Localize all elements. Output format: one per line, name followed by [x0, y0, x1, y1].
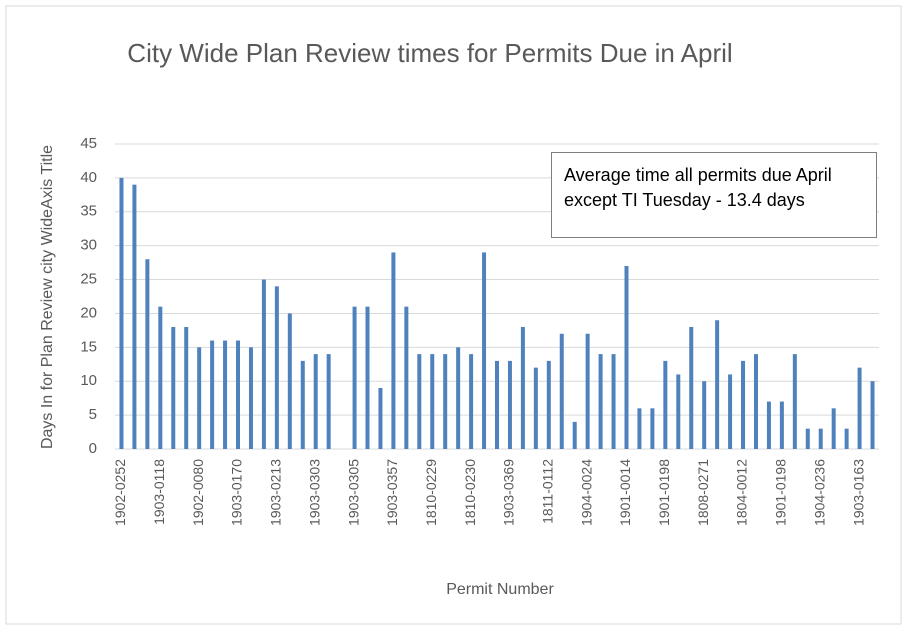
x-tick-label: 1901-0198 [773, 459, 789, 526]
x-tick-label: 1903-0118 [151, 459, 167, 525]
bar [857, 367, 862, 449]
bar [715, 320, 720, 449]
bar [443, 354, 448, 449]
bar [585, 333, 590, 449]
bar [145, 259, 150, 449]
x-tick-label: 1903-0369 [501, 459, 517, 526]
annotation: Average time all permits due April excep… [551, 152, 877, 238]
bar [430, 354, 435, 449]
bar [248, 347, 253, 449]
bar [456, 347, 461, 449]
chart-title: City Wide Plan Review times for Permits … [127, 38, 733, 68]
bar [520, 327, 525, 449]
x-tick-label: 1903-0213 [268, 459, 284, 526]
x-tick-label: 1903-0303 [306, 459, 322, 526]
bar [158, 306, 163, 449]
x-tick-label: 1901-0014 [617, 459, 633, 526]
x-tick-label: 1903-0305 [345, 459, 361, 526]
bar [261, 279, 266, 449]
bar [378, 388, 383, 449]
x-tick-label: 1901-0198 [656, 459, 672, 526]
bar [507, 360, 512, 449]
bar [728, 374, 733, 449]
y-tick-label: 10 [80, 372, 97, 389]
bar [844, 428, 849, 449]
y-tick-label: 35 [80, 203, 97, 220]
bar [805, 428, 810, 449]
bar [689, 327, 694, 449]
bar [404, 306, 409, 449]
bar [197, 347, 202, 449]
bar [326, 354, 331, 449]
bar [663, 360, 668, 449]
bar [676, 374, 681, 449]
bar [391, 252, 396, 449]
bar [611, 354, 616, 449]
bar [417, 354, 422, 449]
x-tick-label: 1810-0230 [462, 459, 478, 526]
bar [598, 354, 603, 449]
bar [469, 354, 474, 449]
x-tick-label: 1808-0271 [695, 459, 711, 526]
bar [119, 177, 124, 449]
bar [352, 306, 357, 449]
bar [184, 327, 189, 449]
bar [624, 266, 629, 449]
bar [650, 408, 655, 449]
bar [132, 184, 137, 449]
bar [171, 327, 176, 449]
y-tick-label: 40 [80, 169, 97, 186]
x-tick-label: 1811-0112 [539, 459, 555, 524]
x-tick-label: 1903-0357 [384, 459, 400, 526]
bar [792, 354, 797, 449]
x-tick-label: 1804-0012 [734, 459, 750, 526]
y-tick-label: 5 [89, 406, 97, 423]
x-tick-label: 1902-0080 [190, 459, 206, 526]
bar [546, 360, 551, 449]
bar [495, 360, 499, 449]
bar [702, 381, 707, 449]
bar [637, 408, 642, 449]
bar [236, 340, 241, 449]
bar [287, 313, 292, 449]
y-axis-title: Days In for Plan Review city WideAxis Ti… [39, 145, 56, 449]
bar [779, 401, 784, 449]
x-tick-label: 1903-0163 [850, 459, 866, 526]
bar [572, 421, 577, 449]
y-tick-label: 0 [89, 440, 97, 457]
bar [870, 381, 875, 449]
x-axis-title: Permit Number [446, 581, 554, 598]
y-tick-label: 30 [80, 237, 97, 254]
bar [753, 354, 758, 449]
bar [313, 354, 318, 449]
bar [210, 340, 215, 449]
x-tick-label: 1902-0252 [112, 459, 128, 526]
x-tick-label: 1810-0229 [423, 459, 439, 526]
bar [365, 306, 370, 449]
bar [831, 408, 836, 449]
y-tick-label: 20 [80, 304, 97, 321]
bar [766, 401, 771, 449]
bar [741, 360, 746, 449]
x-tick-label: 1904-0024 [578, 459, 594, 526]
chart-border [5, 5, 902, 625]
x-tick-label: 1904-0236 [811, 459, 827, 526]
bar [559, 333, 564, 449]
bar [533, 367, 538, 449]
x-tick-label: 1903-0170 [229, 459, 245, 526]
bar [274, 286, 279, 449]
bar [818, 428, 823, 449]
y-tick-label: 25 [80, 271, 97, 288]
bar [223, 340, 228, 449]
bar [300, 360, 305, 449]
bar [482, 252, 487, 449]
y-tick-label: 45 [80, 135, 97, 152]
y-tick-label: 15 [80, 338, 97, 355]
